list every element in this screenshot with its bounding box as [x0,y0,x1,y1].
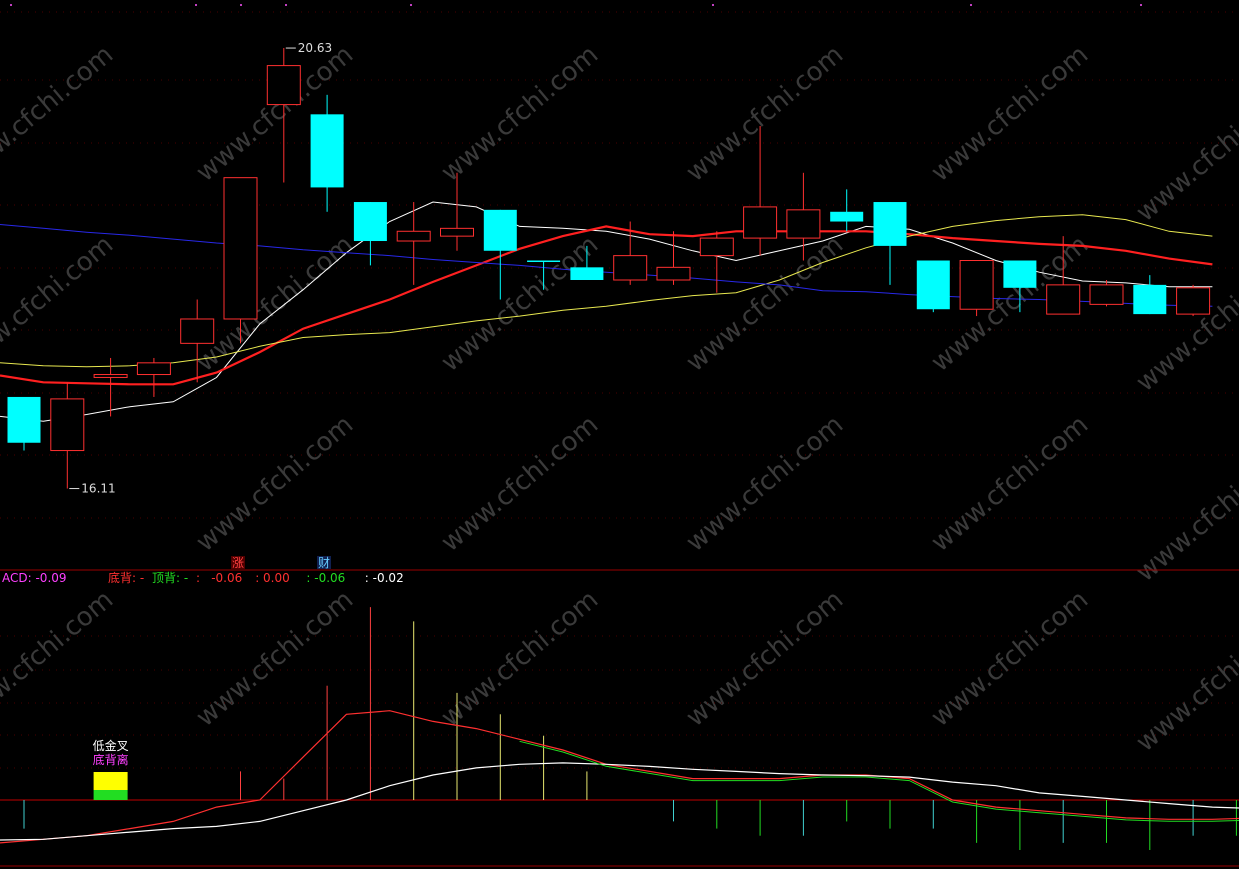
macd-legend-item: -0.06 [211,571,242,585]
candle-body [1089,284,1124,305]
watermark-text: www.cfchi.com [191,585,360,733]
watermark-text: www.cfchi.com [436,585,605,733]
candle-body [786,209,821,239]
top-tick-mark [712,4,714,6]
candle-body [483,209,517,251]
macd-legend-item: : -0.02 [365,571,404,585]
top-tick-mark [1140,4,1142,6]
candle-body [7,396,41,443]
watermark-text: www.cfchi.com [191,410,360,558]
macd-legend-item: : -0.06 [306,571,345,585]
candle-body [1133,284,1167,315]
watermark-text: www.cfchi.com [0,585,119,733]
candle-body [266,65,301,106]
top-tick-mark [195,4,197,6]
macd-dif-green-segment [519,740,1239,822]
zhang-marker: 涨 [232,555,244,570]
macd-title: ACD: -0.09 [2,571,67,585]
signal-label-top: 低金叉 [93,738,129,753]
macd-legend-item: 顶背: - [152,571,188,585]
candle-body [136,362,171,376]
candle-body [699,237,734,257]
moving-average-line [0,225,1213,386]
watermark-text: www.cfchi.com [681,410,850,558]
watermark-text: www.cfchi.com [1131,440,1239,588]
watermark-text: www.cfchi.com [1131,80,1239,228]
signal-label-bottom: 底背离 [93,752,129,767]
candle-body [50,398,85,452]
watermark-text: www.cfchi.com [681,585,850,733]
macd-dea-line [0,762,1239,841]
macd-legend-item: : [196,571,200,585]
candle-body [916,260,950,310]
candle-body [353,202,387,242]
macd-legend-item: 底背: - [108,570,144,585]
moving-average-line [0,214,1213,368]
candle-body [1003,260,1037,288]
moving-average-line [0,224,1213,307]
candle-body [873,202,907,246]
candle-body [180,318,215,344]
candle-body [613,255,648,281]
low-price-label: 16.11 [81,482,115,496]
top-tick-mark [410,4,412,6]
cai-marker-bg [317,556,331,569]
macd-legend-item: : 0.00 [255,571,290,585]
candle-body [656,266,691,281]
watermark-text: www.cfchi.com [926,410,1095,558]
macd-dif-line [0,710,1239,844]
watermark-text: www.cfchi.com [436,40,605,188]
candle-body [310,114,344,188]
watermark-text: www.cfchi.com [1131,610,1239,758]
watermark-text: www.cfchi.com [436,410,605,558]
signal-block-top [93,772,128,790]
top-tick-mark [10,4,12,6]
candle-body [1046,284,1081,315]
zhang-marker-bg [231,556,245,569]
watermark-text: www.cfchi.com [681,40,850,188]
top-tick-mark [970,4,972,6]
moving-average-line [0,201,1213,422]
candle-body [743,206,778,239]
signal-block-bottom [93,790,128,800]
high-price-label: 20.63 [298,41,332,55]
watermark-text: www.cfchi.com [926,40,1095,188]
candle-body [830,211,864,222]
candle-body [440,227,474,237]
watermark-text: www.cfchi.com [0,40,119,188]
candle-body [527,260,561,263]
cai-marker: 财 [318,556,330,570]
watermark-text: www.cfchi.com [436,230,605,378]
candle-body [223,177,258,320]
candle-body [1176,287,1211,315]
top-tick-mark [285,4,287,6]
candle-body [959,260,994,310]
candle-body [93,374,128,378]
candle-body [396,230,431,242]
watermark-text: www.cfchi.com [0,230,119,378]
watermark-text: www.cfchi.com [926,585,1095,733]
top-tick-mark [240,4,242,6]
candle-body [570,267,604,280]
watermark-text: www.cfchi.com [1131,250,1239,398]
